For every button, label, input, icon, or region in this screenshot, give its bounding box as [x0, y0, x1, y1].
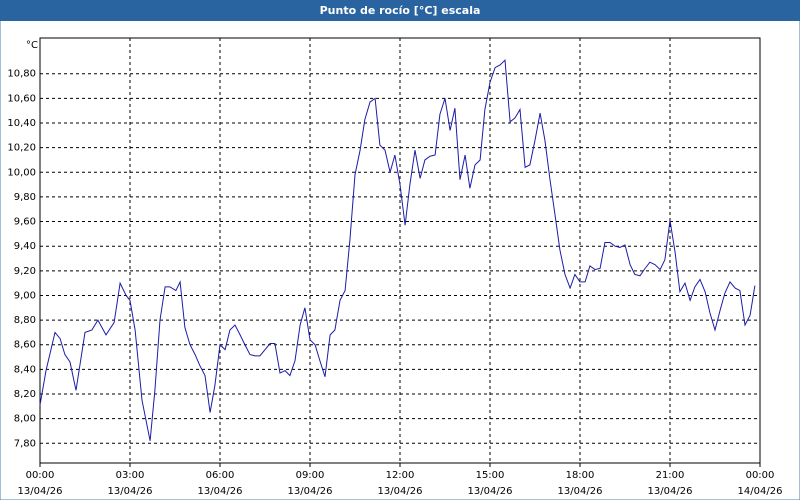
y-tick-label: 7,80 — [14, 438, 36, 449]
x-tick-date: 13/04/26 — [18, 486, 63, 497]
y-tick-label: 9,40 — [14, 241, 36, 252]
x-tick-label: 09:00 — [296, 470, 325, 481]
y-tick-label: 8,00 — [14, 414, 36, 425]
x-tick-date: 14/04/26 — [738, 486, 783, 497]
x-tick-label: 18:00 — [566, 470, 595, 481]
x-tick-date: 13/04/26 — [198, 486, 243, 497]
x-tick-label: 12:00 — [386, 470, 415, 481]
x-tick-date: 13/04/26 — [468, 486, 513, 497]
y-tick-label: 10,80 — [7, 69, 36, 80]
y-tick-label: 8,40 — [14, 364, 36, 375]
y-tick-label: 8,20 — [14, 389, 36, 400]
y-tick-label: 9,60 — [14, 217, 36, 228]
chart-title: Punto de rocío [°C] escala — [320, 4, 481, 17]
plot-frame — [39, 37, 761, 464]
x-tick-label: 03:00 — [116, 470, 145, 481]
x-tick-date: 13/04/26 — [288, 486, 333, 497]
x-tick-label: 06:00 — [206, 470, 235, 481]
x-tick-date: 13/04/26 — [378, 486, 423, 497]
x-tick-label: 00:00 — [746, 470, 775, 481]
y-tick-label: 9,20 — [14, 266, 36, 277]
title-bar — [0, 0, 800, 21]
x-tick-label: 00:00 — [26, 470, 55, 481]
x-tick-date: 13/04/26 — [108, 486, 153, 497]
x-tick-label: 21:00 — [656, 470, 685, 481]
y-tick-label: 9,80 — [14, 192, 36, 203]
y-tick-label: 8,80 — [14, 315, 36, 326]
y-axis-unit: °C — [26, 40, 38, 51]
x-tick-date: 13/04/26 — [648, 486, 693, 497]
y-tick-label: 10,20 — [7, 143, 36, 154]
data-line — [39, 59, 756, 441]
y-tick-label: 10,60 — [7, 93, 36, 104]
x-tick-label: 15:00 — [476, 470, 505, 481]
y-tick-label: 9,00 — [14, 290, 36, 301]
x-tick-date: 13/04/26 — [558, 486, 603, 497]
y-tick-label: 8,60 — [14, 340, 36, 351]
y-tick-label: 10,00 — [7, 167, 36, 178]
y-tick-label: 10,40 — [7, 118, 36, 129]
